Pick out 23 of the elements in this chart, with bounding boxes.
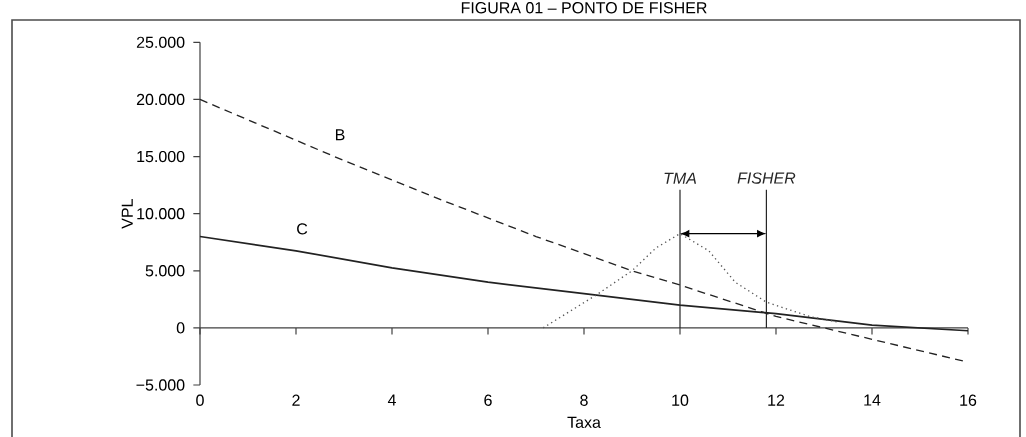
y-tick-label: 0 — [176, 322, 185, 334]
x-tick-label: 14 — [864, 394, 881, 406]
ref-line-label: TMA — [664, 172, 697, 184]
ref-line-label: FISHER — [737, 172, 796, 184]
series-label: C — [297, 223, 308, 235]
x-tick-label: 8 — [580, 394, 588, 406]
x-tick-label: 16 — [960, 394, 977, 406]
x-tick-label: 10 — [672, 394, 689, 406]
x-tick-label: 6 — [484, 394, 492, 406]
y-tick-label: 25.000 — [136, 36, 185, 48]
y-axis-title: VPL — [121, 199, 133, 229]
y-tick-label: −5.000 — [136, 379, 185, 391]
x-tick-label: 2 — [292, 394, 300, 406]
chart-title: FIGURA 01 – PONTO DE FISHER — [461, 2, 707, 14]
y-tick-label: 15.000 — [137, 150, 185, 163]
y-tick-label: 20.000 — [136, 93, 185, 106]
y-tick-label: 5.000 — [145, 265, 185, 277]
x-tick-label: 4 — [387, 394, 396, 406]
x-axis-title: Taxa — [567, 416, 601, 429]
x-tick-label: 12 — [768, 394, 785, 406]
series-label: B — [335, 129, 345, 141]
x-tick-label: 0 — [196, 394, 204, 406]
y-tick-label: 10.000 — [137, 208, 185, 220]
